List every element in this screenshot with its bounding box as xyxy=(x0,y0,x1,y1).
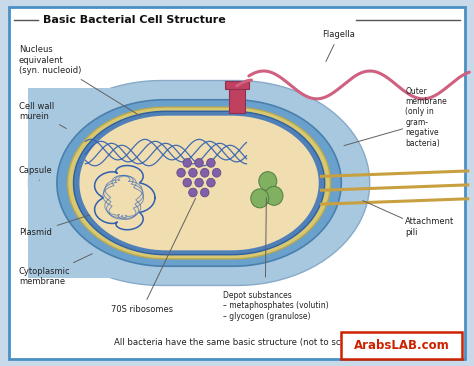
Text: Cell wall
murein: Cell wall murein xyxy=(19,102,66,128)
Ellipse shape xyxy=(201,168,209,177)
Ellipse shape xyxy=(201,188,209,197)
PathPatch shape xyxy=(28,81,370,285)
Bar xyxy=(225,81,249,89)
Ellipse shape xyxy=(183,158,191,167)
Ellipse shape xyxy=(212,168,221,177)
Text: Nucleus
equivalent
(syn. nucleoid): Nucleus equivalent (syn. nucleoid) xyxy=(19,45,140,116)
FancyBboxPatch shape xyxy=(341,332,462,359)
Text: Basic Bacterial Cell Structure: Basic Bacterial Cell Structure xyxy=(43,15,226,25)
Ellipse shape xyxy=(195,178,203,187)
Text: 70S ribosomes: 70S ribosomes xyxy=(111,198,195,314)
Text: Plasmid: Plasmid xyxy=(19,215,90,237)
Ellipse shape xyxy=(177,168,185,177)
Text: ArabsLAB.com: ArabsLAB.com xyxy=(354,339,450,352)
Bar xyxy=(229,86,245,113)
PathPatch shape xyxy=(68,107,330,259)
PathPatch shape xyxy=(80,116,319,250)
Ellipse shape xyxy=(189,188,197,197)
Text: Capsule: Capsule xyxy=(19,166,53,180)
PathPatch shape xyxy=(73,111,325,255)
Ellipse shape xyxy=(195,158,203,167)
Text: Attachment
pili: Attachment pili xyxy=(405,217,455,237)
Ellipse shape xyxy=(207,178,215,187)
Ellipse shape xyxy=(189,168,197,177)
Text: All bacteria have the same basic structure (not to scale).: All bacteria have the same basic structu… xyxy=(114,338,360,347)
Bar xyxy=(28,88,194,278)
Text: Depot substances
– metaphosphates (volutin)
– glycogen (granulose): Depot substances – metaphosphates (volut… xyxy=(223,291,328,321)
Ellipse shape xyxy=(259,172,277,191)
Ellipse shape xyxy=(251,189,269,208)
Ellipse shape xyxy=(265,186,283,205)
PathPatch shape xyxy=(57,100,341,266)
Text: Flagella: Flagella xyxy=(322,30,355,61)
Text: Outer
membrane
(only in
gram-
negative
bacteria): Outer membrane (only in gram- negative b… xyxy=(405,87,447,147)
FancyBboxPatch shape xyxy=(9,7,465,359)
Ellipse shape xyxy=(183,178,191,187)
Text: Cytoplasmic
membrane: Cytoplasmic membrane xyxy=(19,254,92,286)
Ellipse shape xyxy=(207,158,215,167)
